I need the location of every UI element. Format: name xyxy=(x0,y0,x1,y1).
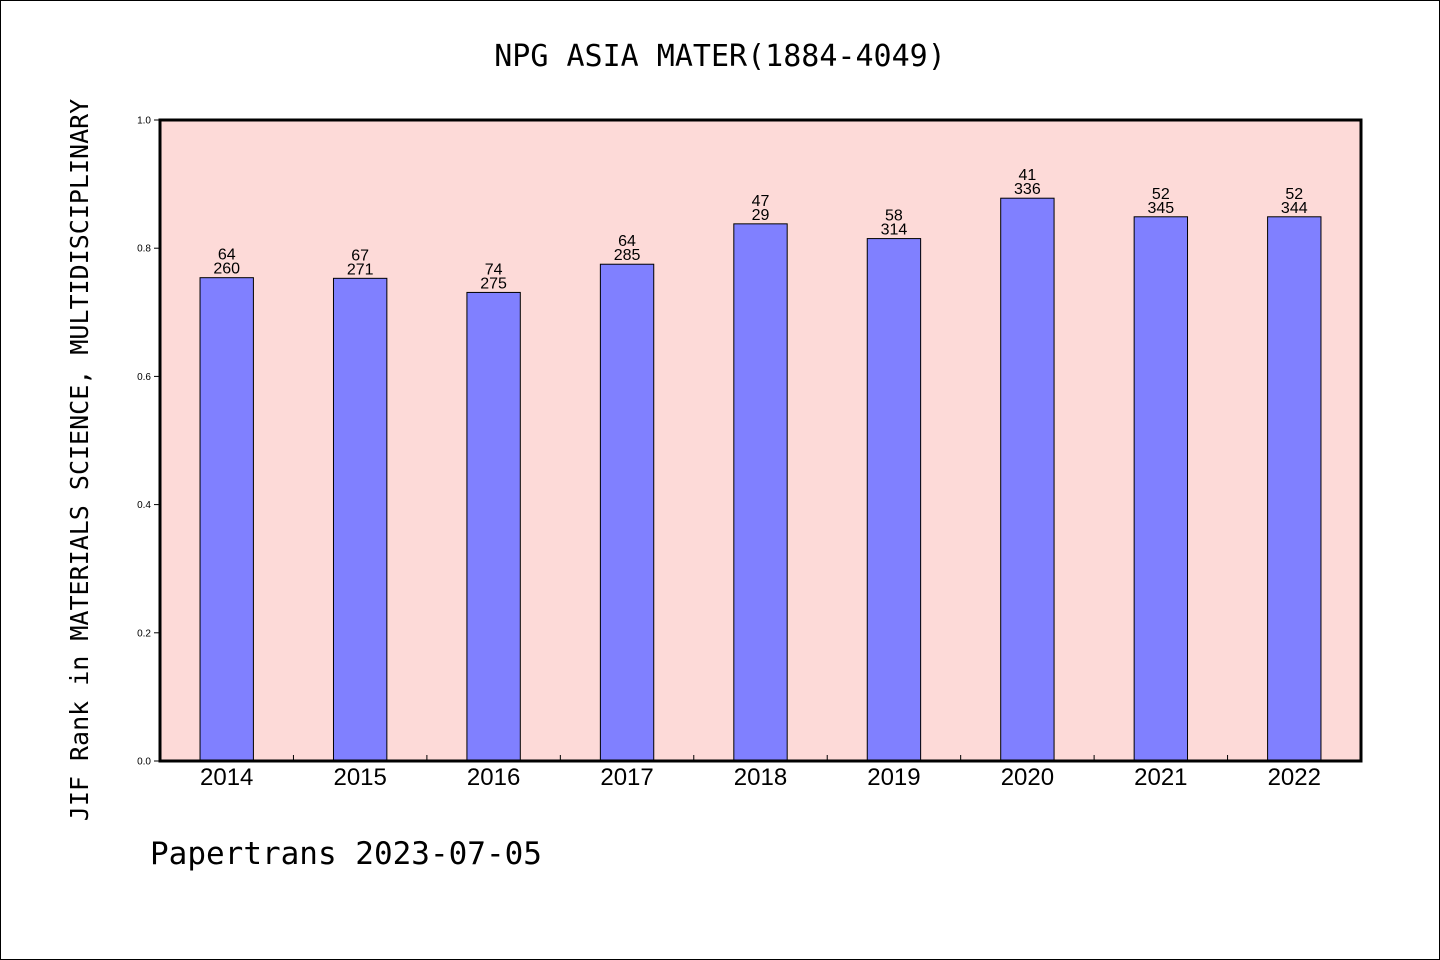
x-tick-label: 2022 xyxy=(1268,764,1321,791)
bar-total-label: 314 xyxy=(881,222,908,239)
x-tick-label: 2017 xyxy=(600,764,653,791)
x-tick-label: 2020 xyxy=(1001,764,1054,791)
bar-rank-label: 67 xyxy=(351,247,369,264)
bar xyxy=(733,223,788,762)
bar-total-label: 285 xyxy=(614,247,641,264)
y-tick-label: 0.2 xyxy=(137,628,151,639)
bar-total-label: 271 xyxy=(347,261,374,278)
bar xyxy=(199,277,254,762)
y-tick-label: 0.4 xyxy=(137,500,151,511)
plot-border xyxy=(158,118,1363,763)
x-tick-label: 2018 xyxy=(734,764,787,791)
bar-rank-label: 58 xyxy=(885,208,903,225)
x-tick-label: 2016 xyxy=(467,764,520,791)
bar-total-label: 345 xyxy=(1147,200,1174,217)
chart-marks: 0.00.20.40.60.81.06426020146727120157427… xyxy=(137,116,1322,791)
x-tick-label: 2021 xyxy=(1134,764,1187,791)
x-tick-label: 2019 xyxy=(867,764,920,791)
bar-rank-label: 52 xyxy=(1152,186,1170,203)
bar-total-label: 260 xyxy=(213,261,240,278)
y-tick-label: 0.6 xyxy=(137,372,151,383)
chart-title: NPG ASIA MATER(1884-4049) xyxy=(494,39,946,74)
bar xyxy=(332,277,388,762)
bar-rank-label: 64 xyxy=(218,247,236,264)
y-axis-label: JIF Rank in MATERIALS SCIENCE, MULTIDISC… xyxy=(65,99,94,821)
y-tick-label: 1.0 xyxy=(137,116,151,127)
bar-rank-label: 47 xyxy=(752,193,770,210)
bar-total-label: 336 xyxy=(1014,181,1041,198)
x-tick-label: 2015 xyxy=(333,764,386,791)
footer-credit: Papertrans 2023-07-05 xyxy=(150,836,542,872)
bar-rank-label: 74 xyxy=(485,261,503,278)
bar xyxy=(466,291,521,762)
bar xyxy=(866,238,922,762)
bar-rank-label: 64 xyxy=(618,233,636,250)
bar xyxy=(599,263,655,762)
bar-rank-label: 52 xyxy=(1285,186,1303,203)
y-tick-label: 0.0 xyxy=(137,757,151,768)
bar-total-label: 275 xyxy=(480,275,507,292)
bar-total-label: 29 xyxy=(752,207,770,224)
bar xyxy=(1000,197,1055,762)
bar-total-label: 344 xyxy=(1281,200,1308,217)
bar xyxy=(1133,216,1189,762)
bar xyxy=(1267,216,1322,762)
bar-rank-label: 41 xyxy=(1018,167,1036,184)
y-tick-label: 0.8 xyxy=(137,244,151,255)
x-tick-label: 2014 xyxy=(200,764,253,791)
